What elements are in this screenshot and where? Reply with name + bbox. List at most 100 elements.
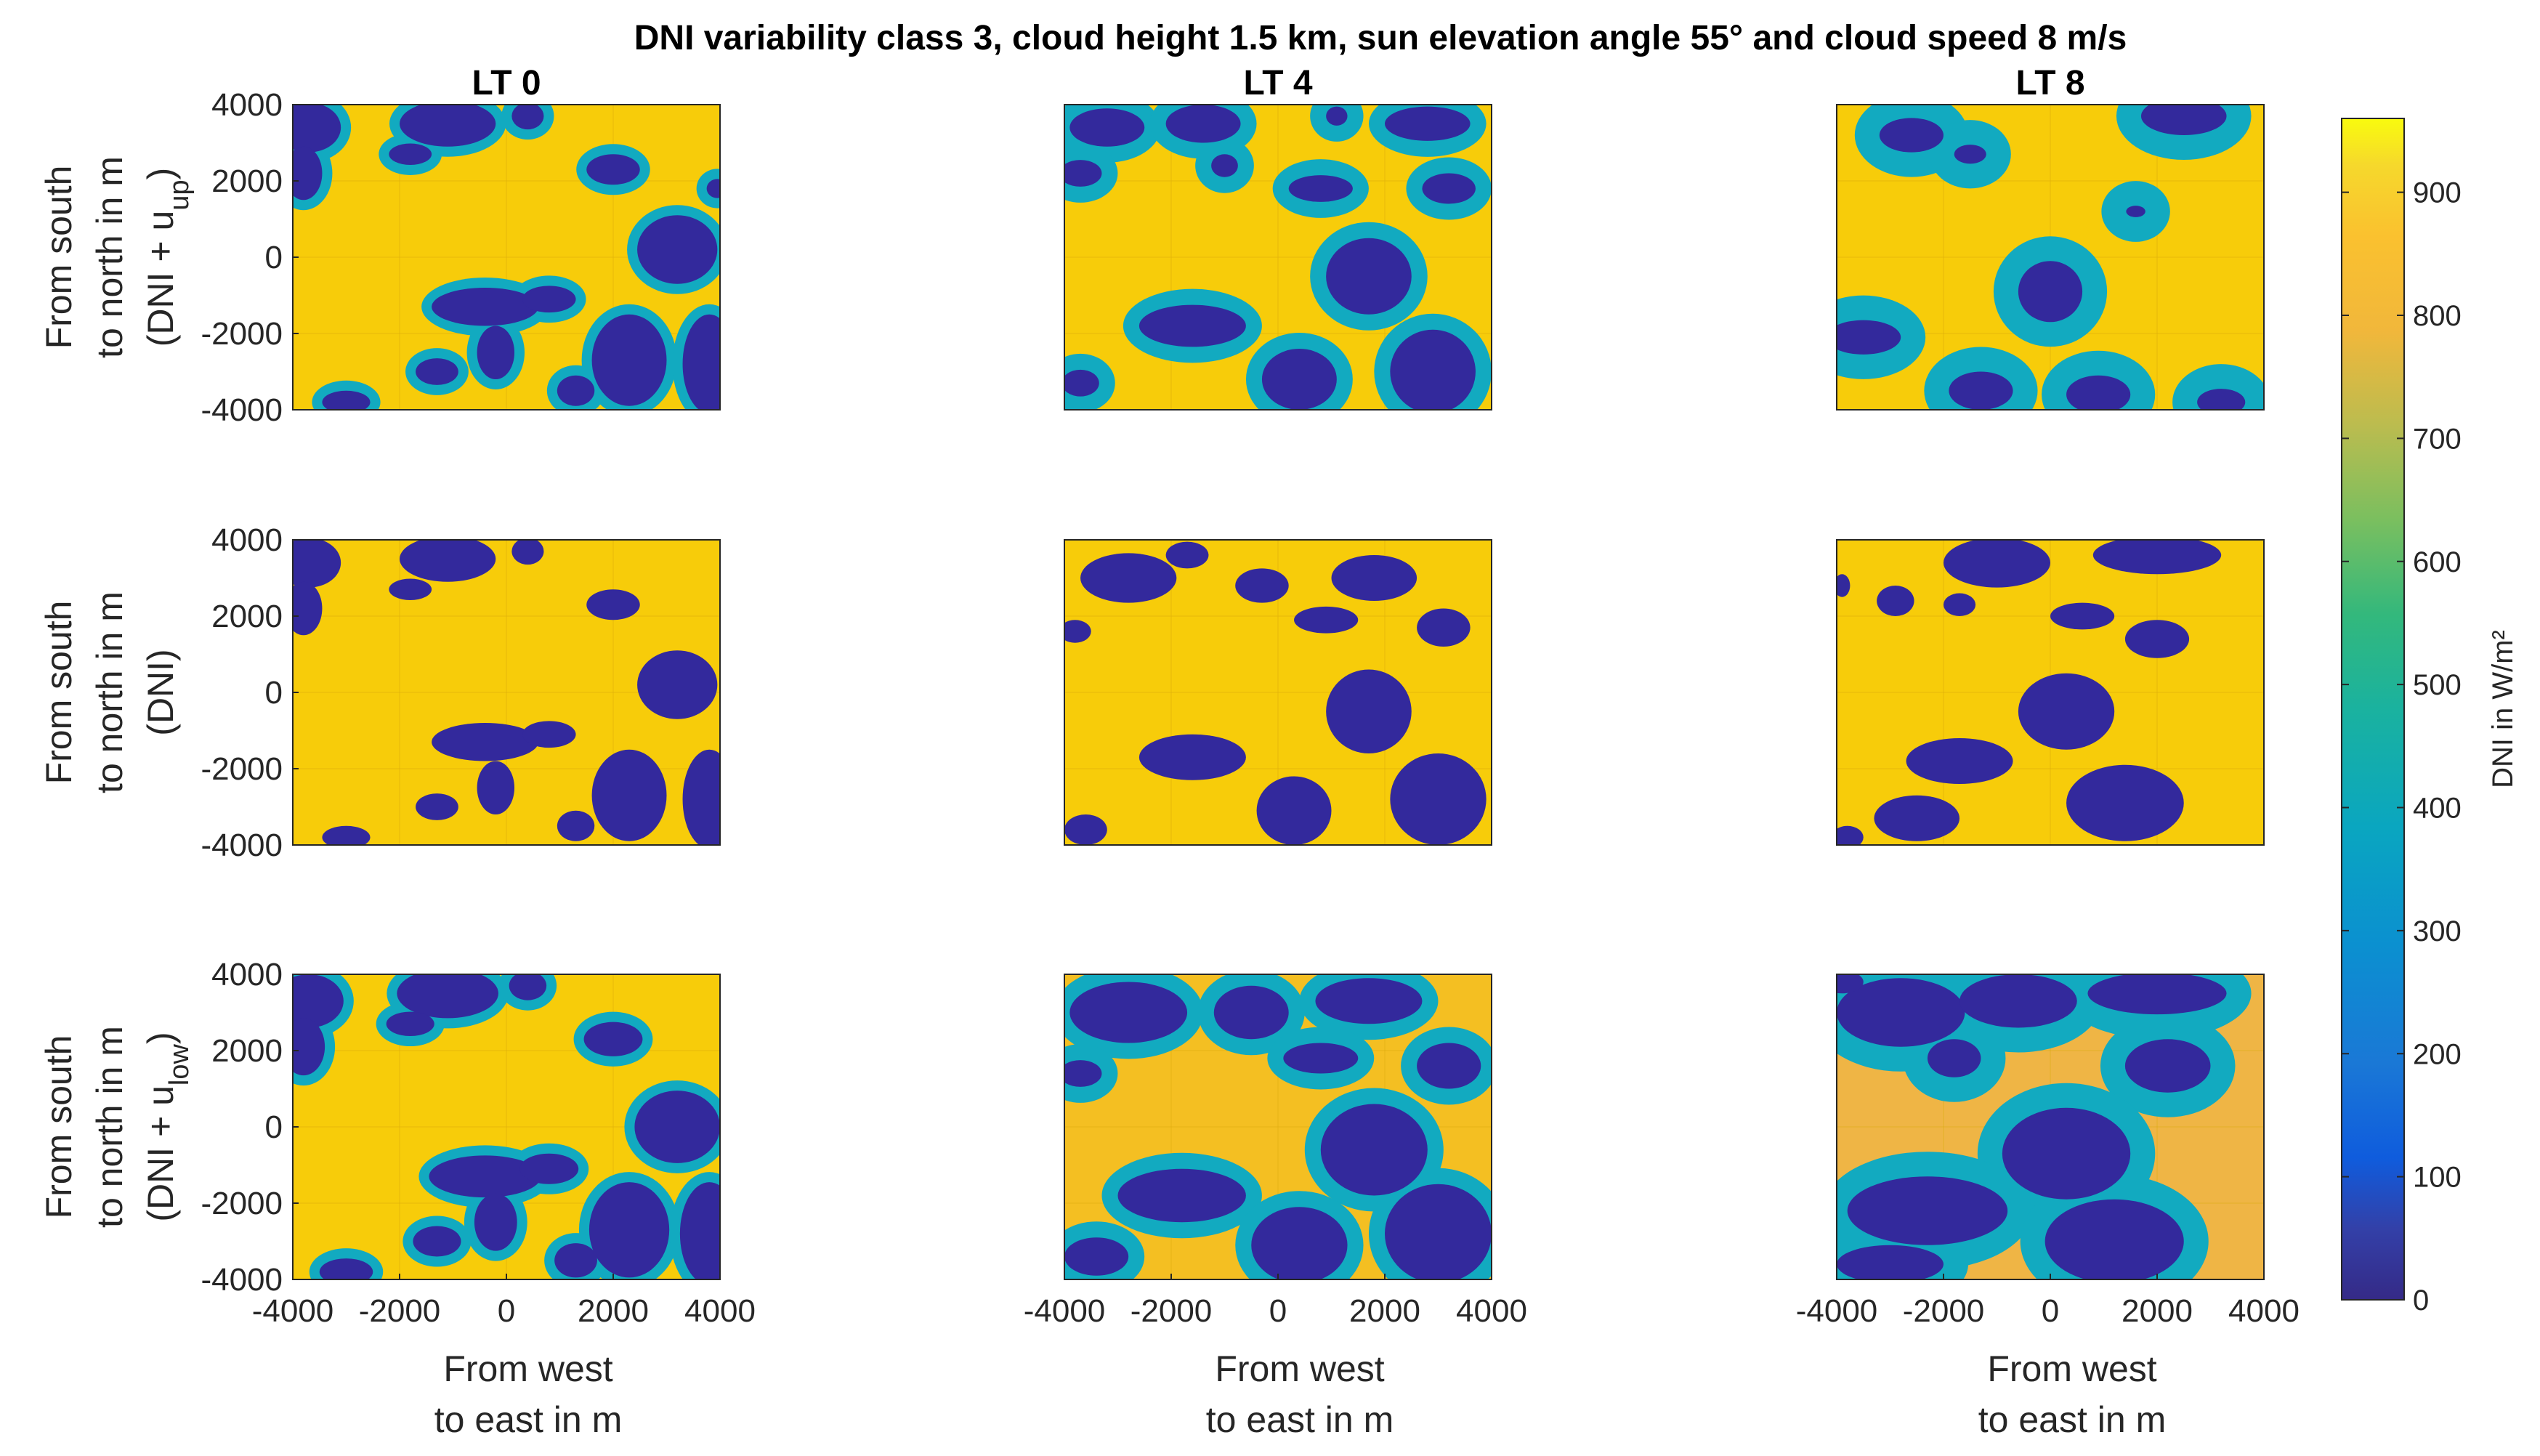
ylabel-subscript: low xyxy=(164,1043,195,1085)
cloud-shadow xyxy=(1331,555,1417,601)
xlabel-line2: to east in m xyxy=(1206,1399,1394,1440)
ytick-label: -2000 xyxy=(201,1186,283,1221)
cloud-shadow xyxy=(1390,753,1487,845)
column-title: LT 8 xyxy=(2015,64,2084,102)
cloud-shadow xyxy=(1326,669,1412,753)
xlabel-line2: to east in m xyxy=(1978,1399,2166,1440)
ylabel-line3: (DNI + u xyxy=(140,1085,181,1222)
cloud-shadow xyxy=(637,215,718,284)
cloud-shadow xyxy=(637,650,718,719)
cloud-shadow xyxy=(1064,620,1091,643)
cloud-shadow xyxy=(1251,1207,1348,1279)
colorbar-tick-label: 300 xyxy=(2413,915,2462,947)
cloud-shadow xyxy=(1877,586,1914,616)
cloud-shadow xyxy=(1390,329,1476,410)
cloud-shadow xyxy=(1165,541,1209,569)
cloud-shadow xyxy=(591,749,667,841)
ylabel-line1: From south xyxy=(39,166,79,349)
column-title: LT 4 xyxy=(1243,64,1312,102)
cloud-shadow xyxy=(1064,814,1107,845)
cloud-shadow xyxy=(293,105,341,153)
cloud-shadow xyxy=(1959,974,2077,1028)
panel-dni-lt4 xyxy=(1064,539,1492,846)
xtick-label: 4000 xyxy=(684,1293,756,1329)
cloud-shadow xyxy=(477,761,515,814)
cloud-shadow xyxy=(682,314,720,410)
cloud-shadow xyxy=(293,146,323,201)
cloud-shadow xyxy=(322,825,371,845)
cloud-shadow xyxy=(1906,738,2013,784)
xtick-label: 2000 xyxy=(578,1293,649,1329)
ylabel: From south to north in m (DNI + ulow) xyxy=(39,1026,195,1228)
ytick-label: -4000 xyxy=(201,1262,283,1298)
ytick-label: 0 xyxy=(265,675,283,711)
xtick-label: -2000 xyxy=(1131,1293,1213,1329)
cloud-shadow xyxy=(1837,1245,1944,1279)
cloud-shadow xyxy=(400,540,496,582)
cloud-shadow xyxy=(1326,106,1348,126)
cloud-shadow xyxy=(1288,175,1353,202)
cloud-shadow xyxy=(1064,160,1102,187)
cloud-shadow xyxy=(293,581,323,636)
cloud-shadow xyxy=(293,540,341,588)
ytick-label: 2000 xyxy=(211,599,283,634)
cloud-shadow xyxy=(1069,108,1145,147)
ytick-label: 4000 xyxy=(211,87,283,123)
colorbar: 0 100 200 300 400 500 600 700 800 900 DNI in W/m² xyxy=(2341,118,2519,1317)
figure-title: DNI variability class 3, cloud height 1.… xyxy=(634,19,2127,57)
cloud-shadow xyxy=(1385,106,1471,141)
ytick-label: 0 xyxy=(265,240,283,275)
cloud-shadow xyxy=(554,1243,597,1278)
xtick-label: -4000 xyxy=(1796,1293,1878,1329)
cloud-shadow xyxy=(1294,606,1359,634)
cloud-shadow xyxy=(1283,1043,1359,1074)
cloud-shadow xyxy=(1874,795,1960,841)
xtick-label: 0 xyxy=(1269,1293,1287,1329)
cloud-shadow xyxy=(1138,304,1246,347)
ytick-label: 0 xyxy=(265,1109,283,1145)
heatmap-field xyxy=(1064,974,1492,1279)
xtick-label: 0 xyxy=(498,1293,515,1329)
cloud-shadow xyxy=(519,1153,579,1184)
cloud-shadow xyxy=(413,1226,461,1257)
cloud-shadow xyxy=(2124,620,2190,658)
cloud-shadow xyxy=(322,390,371,410)
colorbar-tick-label: 600 xyxy=(2413,546,2462,578)
xtick-label: -4000 xyxy=(1024,1293,1106,1329)
xtick-label: 2000 xyxy=(1349,1293,1420,1329)
cloud-shadow xyxy=(557,375,595,406)
cloud-shadow xyxy=(1235,568,1289,603)
cloud-shadow xyxy=(1064,1237,1129,1276)
cloud-shadow xyxy=(1927,1039,1981,1077)
axes-box xyxy=(1064,539,1492,846)
ylabel-end: ) xyxy=(140,1032,181,1044)
cloud-shadow xyxy=(586,154,640,185)
cloud-shadow xyxy=(477,325,515,379)
xtick-label: -4000 xyxy=(252,1293,334,1329)
cloud-shadow xyxy=(1165,105,1241,143)
cloud-shadow xyxy=(1847,1176,2008,1245)
ylabel-line1: From south xyxy=(39,1035,79,1219)
cloud-shadow xyxy=(400,105,496,147)
ylabel-line2: to north in m xyxy=(89,591,130,793)
cloud-shadow xyxy=(1385,1184,1492,1279)
xtick-label: 2000 xyxy=(2122,1293,2193,1329)
cloud-shadow xyxy=(1837,974,1864,994)
cloud-shadow xyxy=(1064,369,1099,397)
cloud-shadow xyxy=(1949,371,2013,410)
cloud-shadow xyxy=(386,1011,434,1037)
cloud-shadow xyxy=(2124,1039,2211,1093)
cloud-shadow xyxy=(293,974,344,1028)
cloud-shadow xyxy=(1944,540,2050,588)
heatmap-field xyxy=(1064,105,1492,410)
panel-up-lt8: LT 8 xyxy=(1836,64,2265,410)
cloud-shadow xyxy=(2066,375,2131,410)
cloud-shadow xyxy=(2092,540,2222,575)
cloud-shadow xyxy=(1064,1060,1102,1087)
cloud-shadow xyxy=(1417,608,1471,647)
panel-dni-lt0: 4000 2000 0 -2000 -4000 From south to north in… xyxy=(39,522,721,863)
heatmap-field xyxy=(293,974,720,1279)
panel-low-lt4: -4000 -2000 0 2000 4000 From west to east in m xyxy=(1024,974,1527,1440)
